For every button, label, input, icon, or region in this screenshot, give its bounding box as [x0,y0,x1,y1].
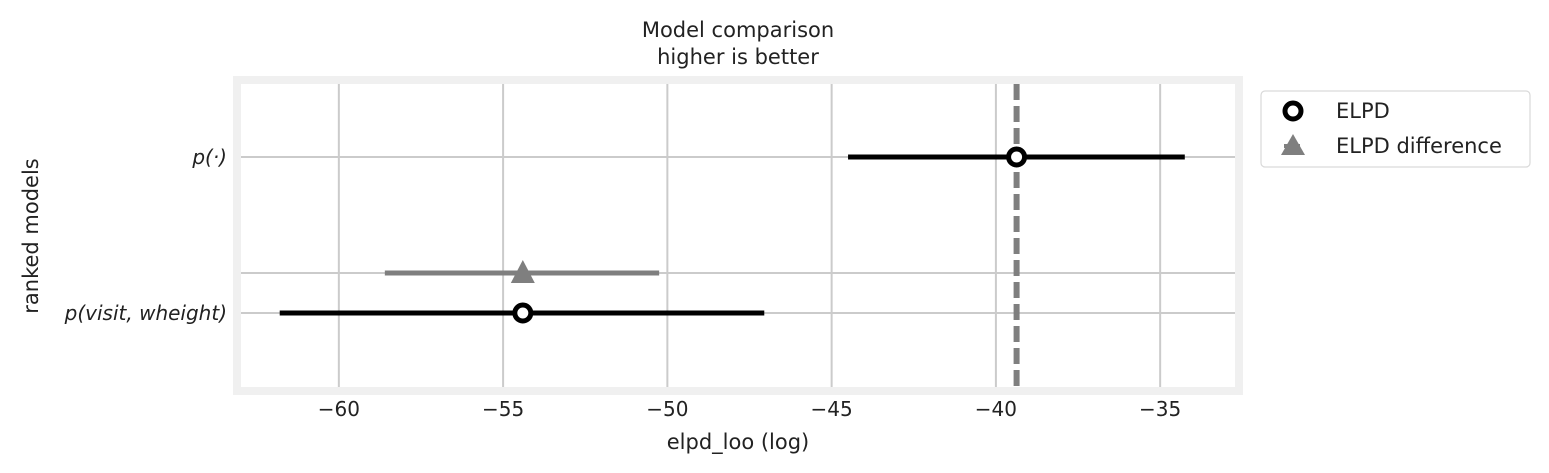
x-tick-labels: −60 −55 −50 −45 −40 −35 [318,397,1182,421]
chart-marks [279,84,1185,387]
plot-area [233,76,1243,395]
x-tick-label: −45 [811,397,853,421]
legend: ELPD ELPD difference [1260,90,1531,168]
elpd-difference-marker [510,260,535,283]
legend-elpd-label: ELPD [1336,99,1390,123]
x-gridlines [337,84,1162,387]
legend-elpd-marker [1282,100,1304,122]
x-tick-label: −50 [646,397,688,421]
legend-box [1260,90,1531,168]
x-tick-label: −35 [1139,397,1181,421]
x-tick-label: −55 [482,397,524,421]
y-tick-label: p(visit, wheight) [64,301,227,325]
x-tick-label: −60 [318,397,360,421]
y-axis-label: ranked models [19,158,43,313]
chart-subtitle: higher is better [657,45,819,69]
chart-title: Model comparison [642,18,834,42]
x-axis-label: elpd_loo (log) [667,430,810,455]
y-tick-labels: p(·) p(visit, wheight) [64,145,227,325]
legend-diff-label: ELPD difference [1336,134,1502,158]
elpd-point [512,302,534,324]
y-tick-label: p(·) [191,145,227,169]
elpd-point [1006,146,1028,168]
x-tick-label: −40 [975,397,1017,421]
legend-diff-marker [1281,134,1305,155]
